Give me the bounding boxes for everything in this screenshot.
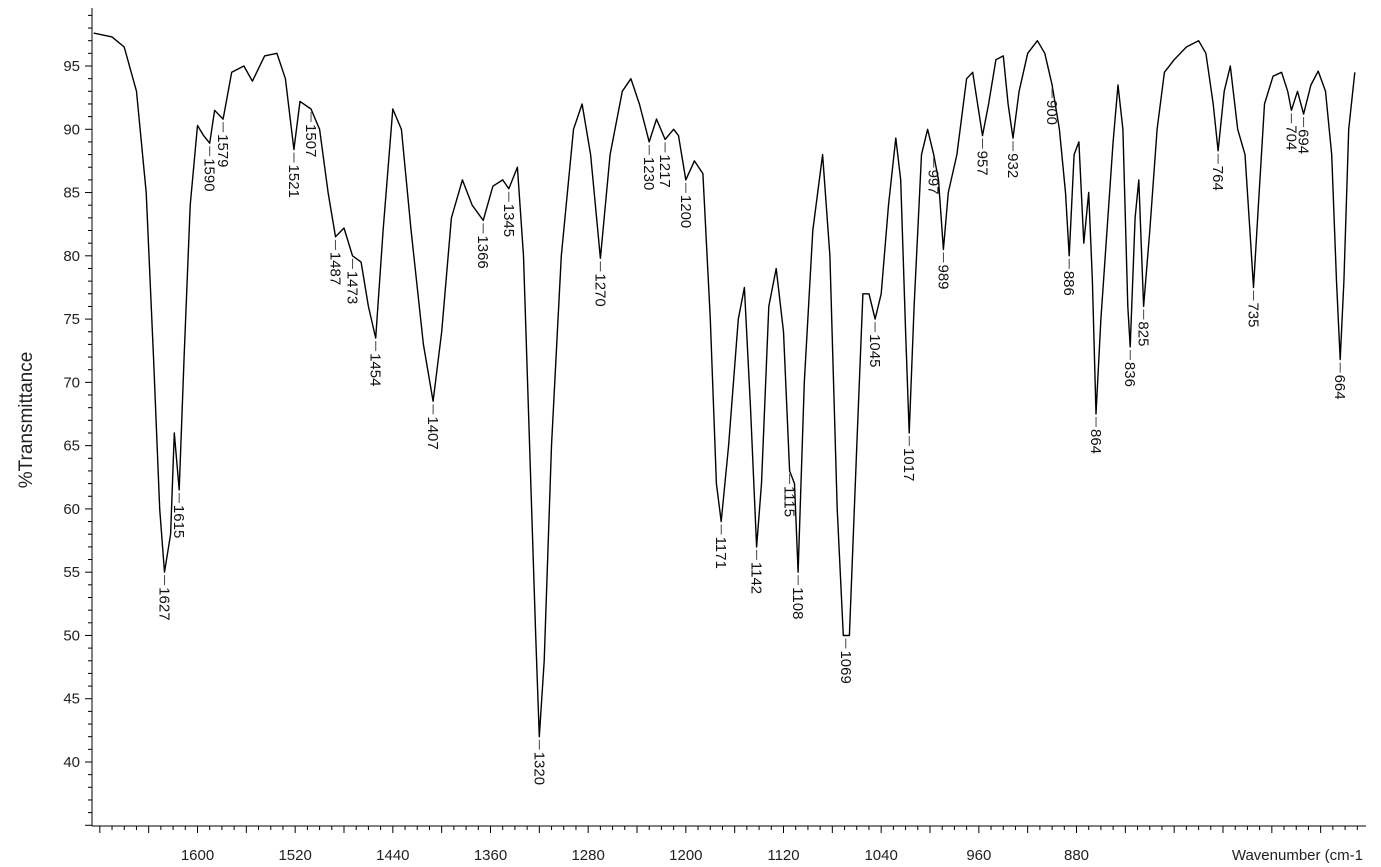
y-tick-label: 40 (63, 754, 80, 771)
y-tick-label: 85 (63, 185, 80, 202)
y-tick-label: 45 (63, 691, 80, 708)
peak-label: 735 (1245, 302, 1262, 327)
x-tick-label: 1200 (669, 847, 702, 864)
peak-label: 694 (1295, 129, 1312, 154)
peak-label: 1454 (367, 353, 384, 386)
peak-label: 989 (934, 264, 951, 289)
peak-label: 1320 (530, 752, 547, 785)
peak-label: 1270 (591, 273, 608, 306)
chart-axes (91, 8, 1366, 827)
x-tick-label: 960 (966, 847, 991, 864)
x-tick-label: 1520 (278, 847, 311, 864)
x-tick-label: 1600 (181, 847, 214, 864)
peak-label: 1069 (837, 650, 854, 683)
transmittance-line (93, 32, 1356, 738)
peak-label: 864 (1087, 429, 1104, 454)
peak-label: 664 (1331, 375, 1348, 400)
peak-label: 1473 (344, 271, 361, 304)
peak-label: 900 (1043, 100, 1060, 125)
peak-label: 932 (1004, 153, 1021, 178)
peak-label: 1217 (656, 154, 673, 187)
x-tick-label: 1360 (474, 847, 507, 864)
peak-label: 1230 (640, 157, 657, 190)
peak-label: 997 (925, 170, 942, 195)
x-tick-label: 880 (1064, 847, 1089, 864)
peak-label: 886 (1060, 271, 1077, 296)
axis-ticks: 95 90 85 80 75 70 65 60 55 50 45 40 1600 1520 1440 1360… (63, 14, 1358, 864)
peak-label: 1142 (748, 562, 765, 594)
y-axis-title: %Transmittance (16, 352, 37, 489)
peak-label: 1366 (474, 235, 491, 268)
peak-label: 1487 (326, 252, 343, 285)
peak-label: 1507 (302, 124, 319, 157)
y-tick-label: 75 (63, 311, 80, 328)
y-tick-label: 95 (63, 58, 80, 75)
peak-label: 1579 (214, 134, 231, 167)
x-tick-label: 1040 (864, 847, 897, 864)
peak-label: 1171 (712, 537, 729, 569)
x-tick-label: 1120 (767, 847, 799, 864)
peak-label: 1108 (789, 587, 806, 619)
y-tick-label: 50 (63, 627, 80, 644)
peak-label: 1200 (677, 195, 694, 228)
y-tick-label: 65 (63, 438, 80, 455)
x-axis-title: Wavenumber (cm-1 (1232, 847, 1363, 864)
y-tick-label: 55 (63, 564, 80, 581)
x-tick-label: 1280 (571, 847, 604, 864)
peak-label: 1045 (866, 334, 883, 367)
y-tick-label: 60 (63, 501, 80, 518)
x-tick-label: 1440 (376, 847, 409, 864)
y-tick-label: 90 (63, 121, 80, 138)
y-tick-label: 80 (63, 248, 80, 265)
peak-label: 1115 (781, 486, 798, 517)
peak-label: 1017 (900, 448, 917, 481)
y-tick-label: 70 (63, 374, 80, 391)
peak-label: 1407 (424, 416, 441, 449)
peak-label: 1627 (156, 587, 173, 620)
peak-label: 704 (1282, 125, 1299, 150)
peak-label: 836 (1121, 362, 1138, 387)
peak-label: 1345 (500, 204, 517, 237)
peak-label: 1590 (201, 158, 218, 191)
peak-label: 825 (1135, 321, 1152, 346)
peak-label: 764 (1209, 166, 1226, 191)
peak-label: 1521 (285, 165, 302, 198)
peak-label: 957 (973, 151, 990, 176)
peak-label: 1615 (170, 505, 187, 538)
